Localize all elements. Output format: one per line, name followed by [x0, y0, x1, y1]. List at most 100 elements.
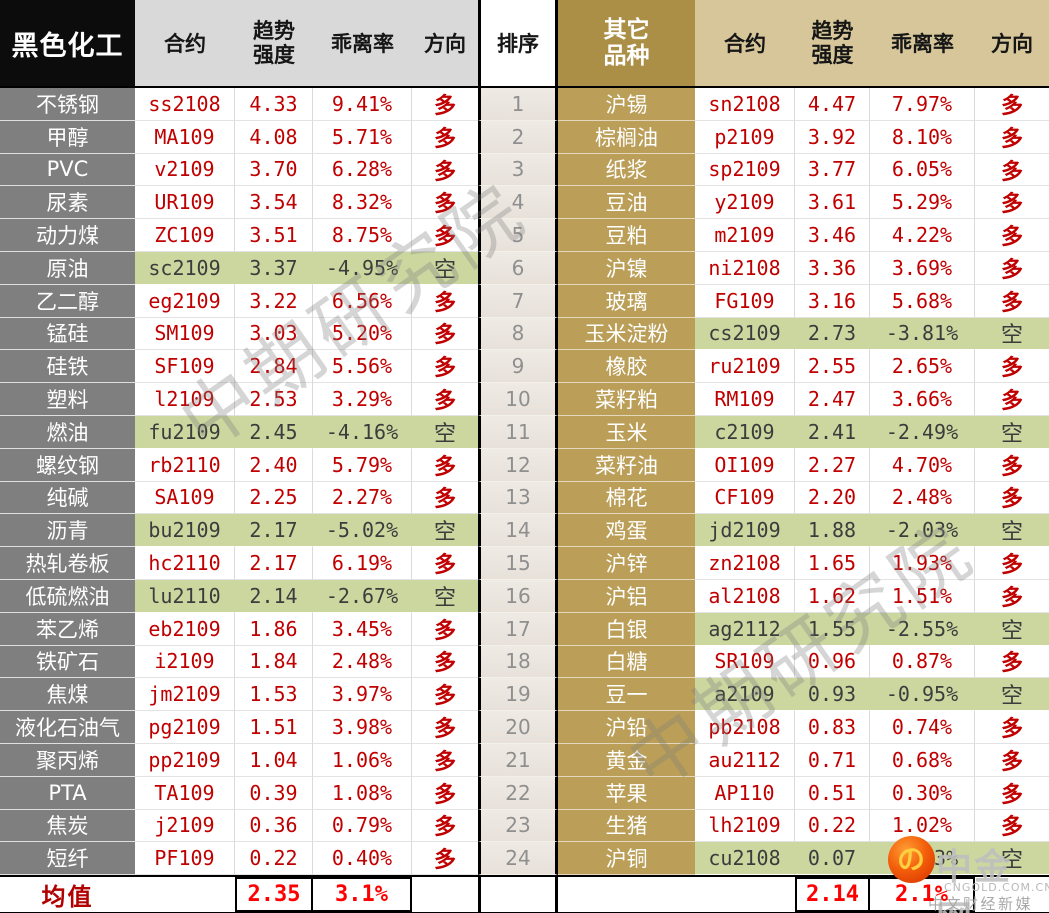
- rank-cell: 3: [478, 153, 558, 187]
- strength-cell: 0.39: [235, 776, 313, 810]
- strength-cell: 0.71: [795, 743, 870, 777]
- strength-cell: 2.84: [235, 350, 313, 384]
- average-empty-cell: [412, 877, 478, 912]
- deviation-cell: 3.29%: [313, 383, 412, 416]
- rank-cell: 16: [478, 579, 558, 613]
- rank-cell: 9: [478, 350, 558, 384]
- deviation-cell: 3.66%: [870, 383, 975, 416]
- variety-cell: 沪锡: [558, 88, 695, 121]
- table-row: 塑料 l2109 2.53 3.29% 多 10 菜籽粕 RM109 2.47 3.66% 多: [0, 383, 1049, 416]
- rank-cell: 19: [478, 678, 558, 712]
- table-row: 苯乙烯 eb2109 1.86 3.45% 多 17 白银 ag2112 1.55 -2.55% 空: [0, 612, 1049, 646]
- direction-cell: 多: [412, 809, 478, 843]
- right-average-strength-box: 2.14: [795, 877, 870, 913]
- deviation-cell: -2.03%: [870, 514, 975, 548]
- rank-cell: 7: [478, 284, 558, 318]
- table-body: 不锈钢 ss2108 4.33 9.41% 多 1 沪锡 sn2108 4.47 7.97% 多甲醇…: [0, 88, 1049, 876]
- variety-cell: 液化石油气: [0, 711, 135, 744]
- strength-cell: 3.70: [235, 153, 313, 187]
- table-row: 铁矿石 i2109 1.84 2.48% 多 18 白糖 SR109 0.96 0.87% 多: [0, 645, 1049, 679]
- deviation-cell: 3.45%: [313, 612, 412, 646]
- rank-cell: 13: [478, 481, 558, 515]
- direction-cell: 多: [412, 88, 478, 121]
- strength-cell: 0.93: [795, 678, 870, 712]
- deviation-cell: 4.22%: [870, 219, 975, 252]
- contract-cell: ru2109: [695, 350, 795, 384]
- rank-cell: 1: [478, 88, 558, 121]
- variety-cell: 菜籽油: [558, 448, 695, 482]
- variety-cell: 白银: [558, 612, 695, 646]
- contract-cell: bu2109: [135, 514, 235, 548]
- direction-cell: 空: [975, 842, 1049, 876]
- variety-cell: 锰硅: [0, 317, 135, 351]
- deviation-cell: 1.93%: [870, 547, 975, 580]
- contract-cell: SF109: [135, 350, 235, 384]
- strength-cell: 2.25: [235, 481, 313, 515]
- left-average-deviation: 3.1%: [335, 882, 388, 908]
- variety-cell: 生猪: [558, 809, 695, 843]
- rank-cell: 4: [478, 186, 558, 220]
- variety-cell: 塑料: [0, 383, 135, 416]
- direction-cell: 多: [975, 350, 1049, 384]
- direction-cell: 多: [975, 383, 1049, 416]
- direction-cell: 多: [412, 481, 478, 515]
- contract-cell: eg2109: [135, 284, 235, 318]
- average-empty-cell: [135, 877, 235, 912]
- right-average-strength: 2.14: [806, 882, 859, 908]
- table-row: 焦炭 j2109 0.36 0.79% 多 23 生猪 lh2109 0.22 1.02% 多: [0, 809, 1049, 843]
- strength-cell: 2.17: [235, 547, 313, 580]
- strength-cell: 2.41: [795, 415, 870, 449]
- deviation-cell: 1.08%: [313, 776, 412, 810]
- variety-cell: 沪铅: [558, 711, 695, 744]
- strength-cell: 2.14: [235, 579, 313, 613]
- strength-cell: 1.84: [235, 645, 313, 679]
- rank-cell: 6: [478, 251, 558, 285]
- deviation-cell: 8.32%: [313, 186, 412, 220]
- table-row: 焦煤 jm2109 1.53 3.97% 多 19 豆一 a2109 0.93 -0.95% 空: [0, 678, 1049, 712]
- variety-cell: 沪镍: [558, 251, 695, 285]
- direction-cell: 多: [975, 481, 1049, 515]
- average-rank-cell: [478, 877, 558, 913]
- direction-cell: 空: [412, 415, 478, 449]
- deviation-cell: -4.95%: [313, 251, 412, 285]
- direction-cell: 空: [412, 579, 478, 613]
- direction-cell: 空: [975, 678, 1049, 712]
- rank-cell: 12: [478, 448, 558, 482]
- strength-cell: 2.17: [235, 514, 313, 548]
- left-average-strength: 2.35: [247, 882, 301, 908]
- variety-cell: 原油: [0, 251, 135, 285]
- contract-cell: zn2108: [695, 547, 795, 580]
- contract-cell: p2109: [695, 120, 795, 154]
- deviation-cell: 1.06%: [313, 743, 412, 777]
- deviation-cell: 0.30%: [870, 776, 975, 810]
- table-row: 沥青 bu2109 2.17 -5.02% 空 14 鸡蛋 jd2109 1.88 -2.03% 空: [0, 514, 1049, 548]
- strength-header: 趋势 强度: [795, 0, 870, 86]
- direction-cell: 多: [975, 251, 1049, 285]
- contract-cell: PF109: [135, 842, 235, 876]
- right-table-title: 其它 品种: [558, 0, 695, 86]
- contract-cell: c2109: [695, 415, 795, 449]
- table-row: 燃油 fu2109 2.45 -4.16% 空 11 玉米 c2109 2.41 -2.49% 空: [0, 415, 1049, 449]
- table-header-row: 黑色化工 合约 趋势 强度 乖离率 方向 排序 其它 品种 合约 趋势 强度 乖…: [0, 0, 1049, 88]
- direction-cell: 多: [412, 284, 478, 318]
- strength-cell: 3.61: [795, 186, 870, 220]
- direction-cell: 多: [412, 317, 478, 351]
- table-row: 螺纹钢 rb2110 2.40 5.79% 多 12 菜籽油 OI109 2.27 4.70% 多: [0, 448, 1049, 482]
- deviation-cell: 0.74%: [870, 711, 975, 744]
- left-average-strength-box: 2.35: [235, 877, 313, 913]
- contract-cell: OI109: [695, 448, 795, 482]
- contract-cell: FG109: [695, 284, 795, 318]
- deviation-cell: 7.97%: [870, 88, 975, 121]
- strength-cell: 3.16: [795, 284, 870, 318]
- table-row: 动力煤 ZC109 3.51 8.75% 多 5 豆粕 m2109 3.46 4.22% 多: [0, 219, 1049, 252]
- strength-cell: 3.51: [235, 219, 313, 252]
- strength-cell: 3.46: [795, 219, 870, 252]
- deviation-cell: 5.20%: [313, 317, 412, 351]
- direction-cell: 多: [412, 776, 478, 810]
- contract-cell: j2109: [135, 809, 235, 843]
- table-row: 液化石油气 pg2109 1.51 3.98% 多 20 沪铅 pb2108 0.83 0.74%…: [0, 711, 1049, 744]
- contract-cell: ag2112: [695, 612, 795, 646]
- strength-cell: 2.73: [795, 317, 870, 351]
- strength-cell: 2.27: [795, 448, 870, 482]
